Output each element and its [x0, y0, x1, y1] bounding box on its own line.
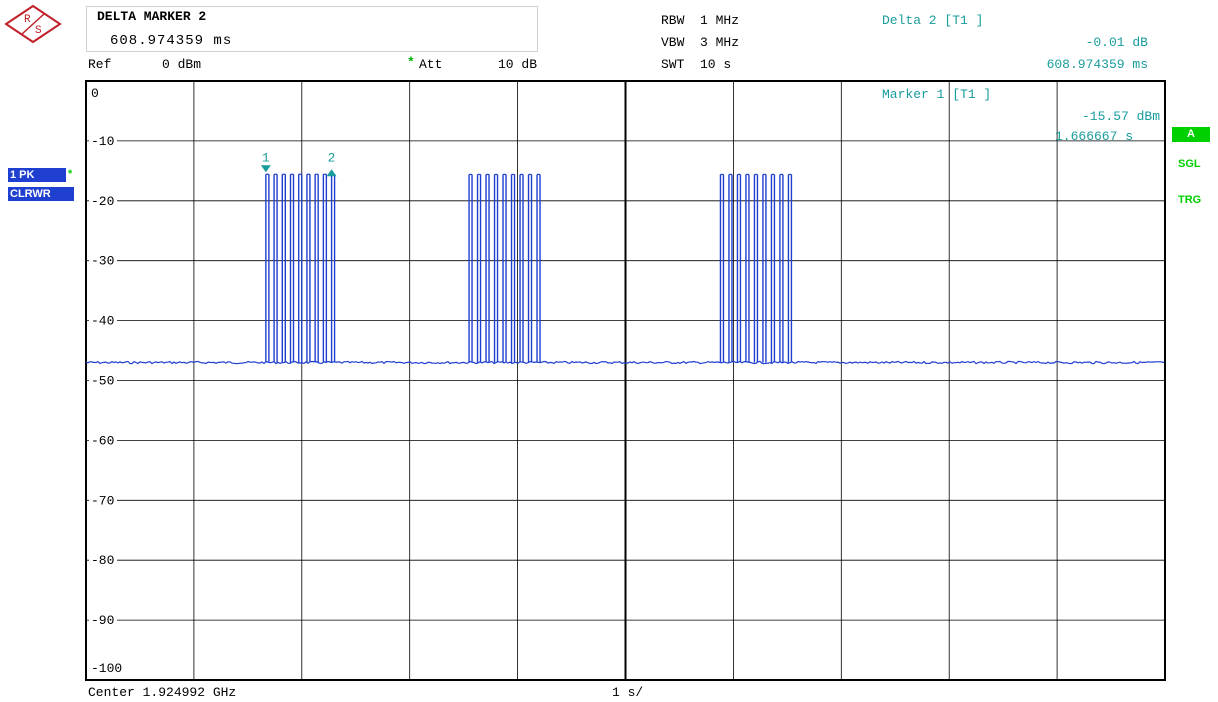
ytick-label: -50: [91, 374, 114, 389]
marker1-time: 1.666667 s: [1054, 129, 1133, 144]
ytick-bg: [89, 433, 117, 448]
ytick-label: -90: [91, 613, 114, 628]
ytick-label: -100: [91, 661, 122, 676]
rohde-schwarz-logo: R S: [4, 4, 62, 44]
ytick-bg: [89, 133, 117, 148]
a-badge-bg: [1172, 127, 1210, 142]
ytick-label: -30: [91, 254, 114, 269]
ytick-label: -40: [91, 314, 114, 329]
att-value: 10 dB: [498, 57, 538, 72]
ytick-label: -60: [91, 433, 114, 448]
marker-label: 1: [262, 150, 270, 165]
marker-label: 2: [328, 150, 336, 165]
marker-2-icon: [326, 169, 337, 177]
marker-1-icon: [260, 165, 271, 173]
ytick-bg: [89, 553, 117, 568]
marker1-title: Marker 1 [T1 ]: [882, 87, 992, 102]
a-badge: A: [1187, 128, 1195, 140]
vbw-setting: VBW 3 MHz: [661, 35, 740, 50]
ref-value: 0 dBm: [162, 57, 202, 72]
marker-info-box: [86, 6, 538, 52]
att-star: *: [407, 55, 415, 70]
att-label: Att: [419, 57, 443, 72]
svg-text:S: S: [35, 25, 42, 37]
ytick-bg: [89, 373, 117, 388]
sgl-badge: SGL: [1178, 158, 1201, 170]
ytick-bg: [89, 493, 117, 508]
center-frequency: Center 1.924992 GHz: [88, 685, 237, 700]
delta-level: -0.01 dB: [1085, 35, 1148, 50]
ytick-label: -70: [91, 493, 114, 508]
ytick-bg: [89, 613, 117, 628]
ytick-bg: [89, 193, 117, 208]
delta-time: 608.974359 ms: [1046, 57, 1148, 72]
ytick-bg: [89, 313, 117, 328]
trg-badge: TRG: [1178, 194, 1202, 206]
ytick-label: -20: [91, 194, 114, 209]
ref-label: Ref: [88, 57, 112, 72]
marker1-level: -15.57 dBm: [1081, 109, 1160, 124]
ytick-bg: [89, 253, 117, 268]
ytick-label: 0: [91, 86, 99, 101]
marker-value: 608.974359 ms: [110, 33, 233, 49]
ytick-label: -10: [91, 134, 114, 149]
trace-mode-badge: CLRWR: [8, 187, 74, 201]
rbw-setting: RBW 1 MHz: [661, 13, 740, 28]
ytick-bg: [89, 86, 101, 100]
trace-badge: 1 PK: [8, 168, 66, 182]
ytick-label: -80: [91, 553, 114, 568]
marker-title: DELTA MARKER 2: [97, 9, 207, 24]
time-per-division: 1 s/: [612, 685, 644, 700]
delta-title: Delta 2 [T1 ]: [882, 13, 984, 28]
ytick-bg: [89, 661, 125, 675]
trace-star: *: [68, 168, 73, 180]
swt-setting: SWT 10 s: [661, 57, 732, 72]
svg-text:R: R: [24, 14, 31, 26]
